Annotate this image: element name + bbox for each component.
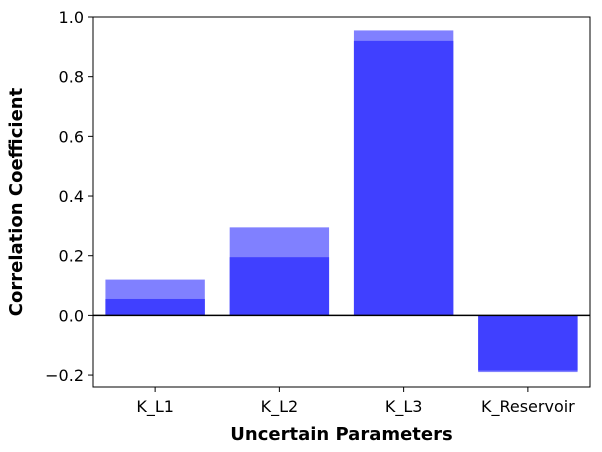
plot-frame (92, 16, 591, 388)
x-tick-label: K_L3 (385, 397, 423, 417)
y-tick-label: 0.0 (59, 306, 84, 325)
y-axis-ticks: −0.2 0.0 0.2 0.4 0.6 0.8 1.0 (45, 8, 93, 385)
bar-k-l2-series-2 (229, 257, 330, 316)
y-tick-label: 0.2 (59, 247, 84, 266)
y-tick-label: 0.4 (59, 187, 84, 206)
y-tick-label: 0.6 (59, 127, 84, 146)
x-tick-label: K_Reservoir (481, 397, 575, 417)
bar-k-l1-series-2 (105, 298, 205, 316)
x-tick-label: K_L1 (136, 397, 174, 417)
y-axis-label: Correlation Coefficient (6, 87, 27, 316)
y-tick-label: 0.8 (59, 68, 84, 87)
bars-group (105, 30, 578, 373)
bar-k-l3-series-2 (353, 40, 454, 316)
x-tick-label: K_L2 (261, 397, 299, 417)
y-tick-label: 1.0 (59, 8, 84, 27)
bar-k-reservoir-series-2 (478, 315, 578, 371)
y-tick-label: −0.2 (45, 366, 84, 385)
x-axis-label: Uncertain Parameters (230, 424, 452, 445)
x-axis-ticks: K_L1 K_L2 K_L3 K_Reservoir (136, 387, 575, 417)
